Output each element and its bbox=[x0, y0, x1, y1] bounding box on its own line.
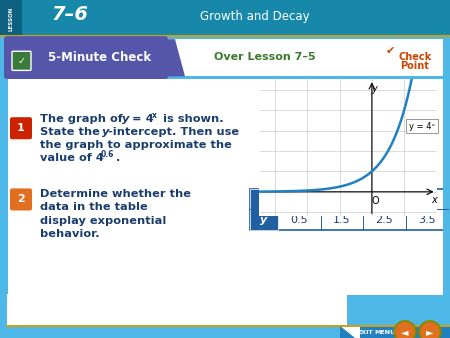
Text: Point: Point bbox=[400, 62, 429, 71]
Text: 3: 3 bbox=[381, 194, 388, 204]
FancyBboxPatch shape bbox=[340, 326, 450, 338]
Text: 1.5: 1.5 bbox=[333, 215, 351, 224]
FancyBboxPatch shape bbox=[12, 51, 31, 70]
Text: Determine whether the: Determine whether the bbox=[40, 189, 191, 199]
Text: State the: State the bbox=[40, 127, 104, 137]
Polygon shape bbox=[340, 326, 355, 338]
Text: Check: Check bbox=[398, 52, 432, 62]
Circle shape bbox=[396, 323, 414, 338]
FancyBboxPatch shape bbox=[250, 210, 278, 230]
Text: y = 4ˣ: y = 4ˣ bbox=[409, 122, 435, 131]
Text: is shown.: is shown. bbox=[159, 114, 224, 124]
Text: ◄: ◄ bbox=[401, 327, 409, 337]
Text: display exponential: display exponential bbox=[40, 216, 166, 225]
FancyBboxPatch shape bbox=[0, 0, 450, 37]
Text: 1: 1 bbox=[296, 194, 303, 204]
FancyBboxPatch shape bbox=[7, 294, 347, 326]
FancyBboxPatch shape bbox=[10, 117, 32, 139]
Text: data in the table: data in the table bbox=[40, 202, 148, 213]
Text: LESSON: LESSON bbox=[9, 6, 13, 30]
Text: 5-Minute Check: 5-Minute Check bbox=[49, 51, 152, 64]
Text: 2: 2 bbox=[17, 194, 25, 204]
Circle shape bbox=[394, 321, 416, 338]
FancyBboxPatch shape bbox=[250, 189, 448, 230]
FancyBboxPatch shape bbox=[250, 189, 278, 210]
FancyBboxPatch shape bbox=[10, 188, 32, 211]
Text: x: x bbox=[431, 195, 437, 205]
Text: the graph to approximate the: the graph to approximate the bbox=[40, 140, 232, 150]
Text: Growth and Decay: Growth and Decay bbox=[200, 10, 310, 23]
Circle shape bbox=[421, 323, 439, 338]
Polygon shape bbox=[340, 326, 360, 338]
Text: 0.6: 0.6 bbox=[101, 150, 114, 159]
Circle shape bbox=[419, 321, 441, 338]
FancyBboxPatch shape bbox=[7, 39, 443, 76]
Text: = 4: = 4 bbox=[128, 114, 153, 124]
Text: y: y bbox=[372, 83, 377, 94]
Text: y: y bbox=[102, 127, 109, 137]
Text: .: . bbox=[116, 153, 121, 163]
Text: The graph of: The graph of bbox=[40, 114, 127, 124]
Text: ✓: ✓ bbox=[18, 56, 26, 66]
Text: 3.5: 3.5 bbox=[418, 215, 436, 224]
Text: x: x bbox=[152, 111, 157, 120]
Text: 1: 1 bbox=[17, 123, 25, 133]
Text: EXIT: EXIT bbox=[357, 331, 373, 335]
FancyBboxPatch shape bbox=[443, 79, 450, 295]
Text: 0.5: 0.5 bbox=[290, 215, 308, 224]
FancyBboxPatch shape bbox=[0, 0, 22, 37]
Text: x: x bbox=[261, 194, 268, 204]
Text: behavior.: behavior. bbox=[40, 228, 99, 239]
Text: 4: 4 bbox=[423, 194, 430, 204]
Text: O: O bbox=[372, 196, 379, 206]
Text: y: y bbox=[261, 215, 268, 224]
Text: 2: 2 bbox=[338, 194, 345, 204]
Text: Over Lesson 7–5: Over Lesson 7–5 bbox=[214, 52, 316, 62]
FancyBboxPatch shape bbox=[7, 79, 443, 295]
Text: MENU: MENU bbox=[374, 331, 396, 335]
FancyBboxPatch shape bbox=[0, 79, 8, 295]
Text: y: y bbox=[122, 114, 130, 124]
Text: 7–6: 7–6 bbox=[51, 5, 89, 24]
Text: 2.5: 2.5 bbox=[375, 215, 393, 224]
Polygon shape bbox=[165, 39, 185, 76]
FancyBboxPatch shape bbox=[4, 36, 168, 79]
Text: value of 4: value of 4 bbox=[40, 153, 104, 163]
Text: ►: ► bbox=[426, 327, 434, 337]
Text: ✔: ✔ bbox=[385, 46, 395, 56]
Text: -intercept. Then use: -intercept. Then use bbox=[108, 127, 239, 137]
